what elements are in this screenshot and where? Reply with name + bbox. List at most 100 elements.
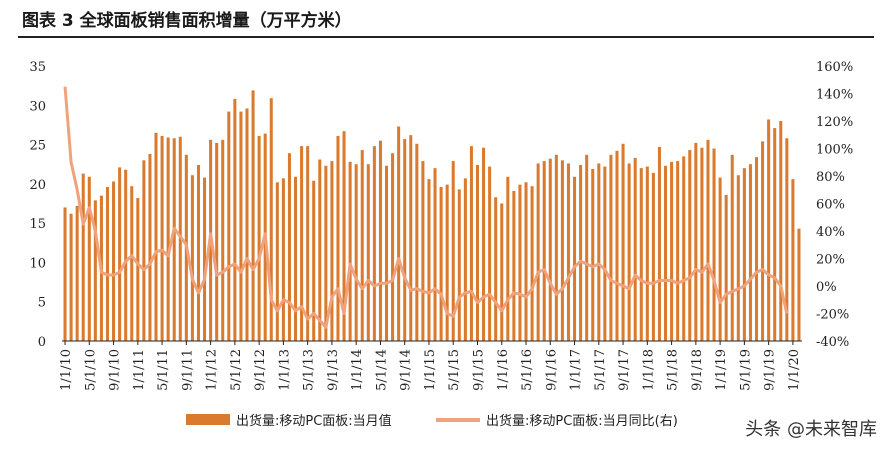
x-tick-label: 1/1/14 <box>350 349 365 391</box>
bar <box>773 128 777 341</box>
bar <box>657 146 661 341</box>
bar <box>651 172 655 341</box>
bar <box>779 121 783 341</box>
x-tick-label: 5/1/10 <box>83 349 98 391</box>
bar <box>542 161 546 341</box>
x-tick-label: 5/1/19 <box>738 349 753 391</box>
x-tick-label: 5/1/11 <box>156 349 171 391</box>
right-tick-label: 0% <box>816 280 837 295</box>
x-tick-label: 1/1/13 <box>277 349 292 391</box>
bar <box>724 194 728 341</box>
x-tick-label: 5/1/13 <box>302 349 317 391</box>
bar <box>160 135 164 341</box>
chart-title: 图表 3 全球面板销售面积增量（万平方米） <box>22 11 352 31</box>
bar <box>785 138 789 341</box>
x-tick-label: 1/1/19 <box>714 349 729 391</box>
left-tick-label: 0 <box>38 335 46 350</box>
bar <box>81 173 85 341</box>
bar <box>688 150 692 341</box>
bar <box>591 168 595 341</box>
left-tick-label: 30 <box>29 99 46 114</box>
bar <box>791 179 795 341</box>
bar <box>482 147 486 341</box>
bar <box>105 187 110 341</box>
watermark: 头条 @未来智库 <box>745 419 877 440</box>
right-tick-label: -40% <box>816 335 849 350</box>
bar <box>93 200 97 341</box>
bar <box>409 135 413 341</box>
left-tick-label: 10 <box>29 256 46 271</box>
x-tick-label: 1/1/15 <box>423 349 438 391</box>
bar <box>761 141 765 341</box>
bar <box>318 159 322 341</box>
bar <box>136 198 140 341</box>
bar <box>166 137 170 341</box>
x-tick-label: 9/1/18 <box>690 349 705 391</box>
bar <box>275 182 279 341</box>
bar <box>215 143 219 341</box>
bar <box>233 99 237 341</box>
bar <box>488 166 492 341</box>
right-tick-label: 20% <box>816 253 845 268</box>
bar <box>736 175 740 341</box>
bar <box>342 131 346 341</box>
bar <box>330 161 334 341</box>
bar <box>445 184 449 341</box>
x-tick-label: 5/1/18 <box>666 349 681 391</box>
bar <box>457 189 461 341</box>
bar <box>615 150 619 341</box>
left-tick-label: 35 <box>29 60 46 75</box>
bar <box>748 164 752 341</box>
bar <box>645 166 649 341</box>
bar <box>512 190 516 341</box>
bar <box>633 157 637 341</box>
bar <box>124 169 128 341</box>
right-tick-label: 140% <box>816 88 853 103</box>
bar <box>172 138 176 341</box>
bar <box>245 108 249 342</box>
bar <box>142 160 146 341</box>
bar <box>154 132 158 341</box>
bar <box>451 161 455 341</box>
bar-series <box>63 90 801 342</box>
bar <box>506 176 510 341</box>
bar <box>694 143 698 341</box>
right-axis: 160% 140% 120% 100% 80% 60% 40% 20% 0% -20% -40% <box>816 60 853 350</box>
right-tick-label: 60% <box>816 198 845 213</box>
bar <box>560 160 564 341</box>
left-tick-label: 5 <box>38 296 46 311</box>
bar <box>627 163 631 341</box>
bar <box>427 179 431 341</box>
bar <box>378 140 382 341</box>
bar <box>87 176 91 341</box>
x-tick-label: 1/1/10 <box>59 349 74 391</box>
bar <box>494 197 498 341</box>
bar <box>730 154 734 341</box>
bar <box>797 228 801 341</box>
left-tick-label: 20 <box>29 178 46 193</box>
right-tick-label: 100% <box>816 143 853 158</box>
bar <box>609 154 613 341</box>
bar <box>300 146 304 341</box>
bar <box>566 163 570 341</box>
right-tick-label: -20% <box>816 308 849 323</box>
bar <box>348 161 352 341</box>
bar <box>130 186 134 341</box>
bar <box>530 186 534 341</box>
bar <box>354 164 358 341</box>
line-series <box>63 86 789 329</box>
bar <box>336 135 340 341</box>
bar <box>439 187 443 341</box>
right-tick-label: 80% <box>816 170 845 185</box>
bar <box>281 178 285 341</box>
bar <box>63 207 67 341</box>
bar <box>251 90 255 341</box>
bar <box>397 126 401 341</box>
right-tick-label: 120% <box>816 115 853 130</box>
left-tick-label: 15 <box>29 217 46 232</box>
bar <box>518 184 522 341</box>
legend-bar-label: 出货量:移动PC面板:当月值 <box>236 413 392 429</box>
bar <box>670 161 674 341</box>
title-divider <box>18 36 874 38</box>
